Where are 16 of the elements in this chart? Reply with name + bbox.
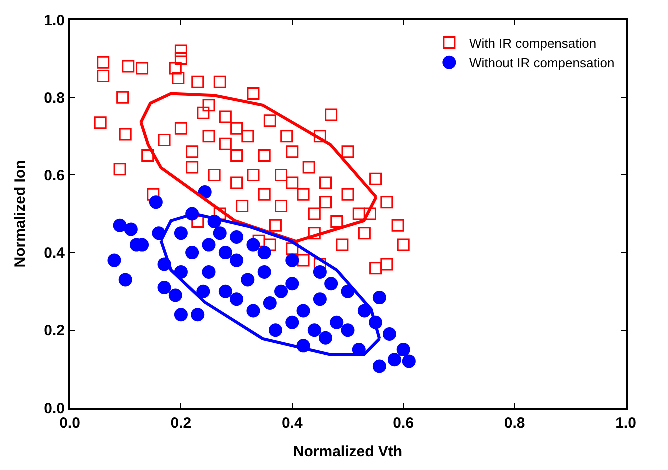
y-tick-label: 0.0 bbox=[44, 400, 65, 418]
x-tick-label: 0.2 bbox=[170, 415, 192, 432]
y-tick-label: 0.8 bbox=[44, 90, 65, 107]
y-tick-label: 0.2 bbox=[44, 322, 65, 340]
y-axis-title: Normalized Ion bbox=[12, 160, 29, 268]
x-tick-label: 0.8 bbox=[504, 415, 526, 432]
y-tick-label: 0.6 bbox=[44, 167, 65, 184]
x-tick-label: 0.0 bbox=[60, 415, 80, 432]
legend-label: With IR compensation bbox=[469, 36, 597, 51]
legend-label: Without IR compensation bbox=[469, 56, 615, 71]
x-axis-title: Normalized Vth bbox=[293, 444, 403, 460]
x-tick-label: 1.0 bbox=[616, 415, 636, 432]
y-tick-label: 0.4 bbox=[44, 245, 66, 262]
y-tick-label: 1.0 bbox=[44, 12, 65, 30]
x-tick-label: 0.4 bbox=[282, 415, 304, 432]
x-tick-label: 0.6 bbox=[393, 415, 414, 432]
